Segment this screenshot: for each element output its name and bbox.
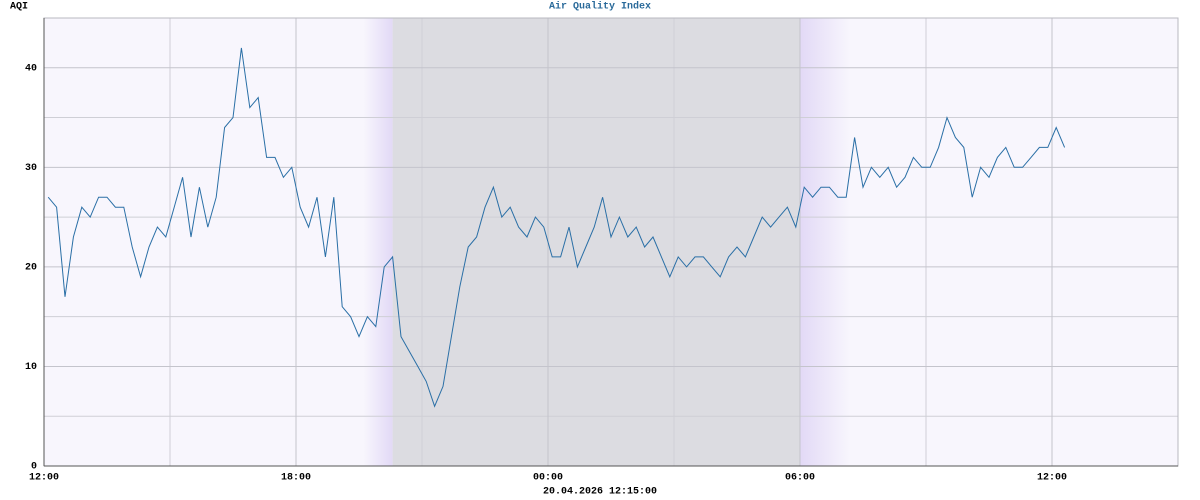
data-line [47, 47, 1066, 408]
x-tick-label: 12:00 [29, 473, 59, 484]
night-band [392, 18, 800, 466]
x-tick-label: 00:00 [533, 473, 563, 484]
y-tick-label: 30 [25, 163, 37, 174]
y-tick-label: 20 [25, 263, 37, 274]
x-tick-label: 18:00 [281, 473, 311, 484]
twilight-band [363, 18, 393, 466]
chart-title: Air Quality Index [549, 1, 651, 13]
x-axis-label: 20.04.2026 12:15:00 [543, 487, 657, 498]
y-axis-label: AQI [10, 2, 28, 13]
y-tick-label: 0 [31, 462, 37, 473]
y-tick-label: 40 [25, 63, 37, 74]
twilight-band [800, 18, 851, 466]
x-tick-label: 12:00 [1037, 473, 1067, 484]
x-tick-label: 06:00 [785, 473, 815, 484]
y-tick-label: 10 [25, 362, 37, 373]
